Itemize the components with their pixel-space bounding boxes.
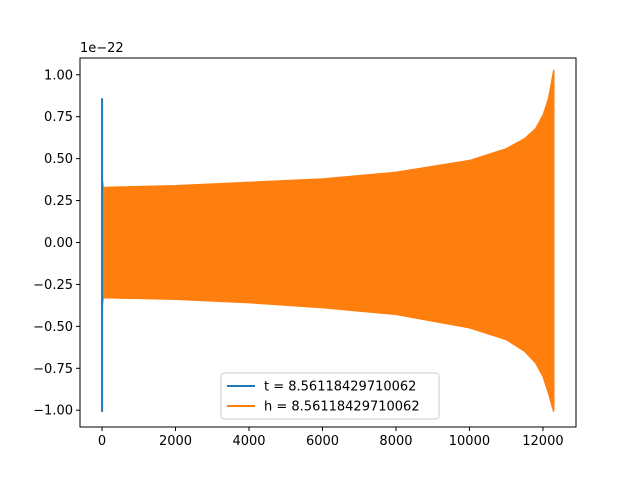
plot-area — [101, 69, 555, 413]
y-tick-label: 0.50 — [44, 152, 73, 167]
y-tick-label: −0.25 — [33, 278, 73, 293]
legend-label: t = 8.56118429710062 — [264, 380, 416, 395]
x-tick-label: 6000 — [306, 434, 339, 449]
x-tick-label: 8000 — [379, 434, 412, 449]
y-tick-label: 0.00 — [44, 236, 73, 251]
x-tick-label: 2000 — [159, 434, 192, 449]
legend: t = 8.56118429710062 h = 8.56118429710062 — [220, 372, 440, 420]
y-tick-label: 1.00 — [44, 68, 73, 83]
legend-label: h = 8.56118429710062 — [264, 400, 420, 415]
y-tick-label: −0.75 — [33, 362, 73, 377]
x-tick-label: 12000 — [522, 434, 563, 449]
y-tick-label: 0.75 — [44, 110, 73, 125]
y-tick-label: −0.50 — [33, 320, 73, 335]
y-axis: 1.00 0.75 0.50 0.25 0.00 −0.25 −0.50 −0.75 −1.00 — [33, 68, 80, 419]
x-axis: 0 2000 4000 6000 8000 10000 12000 — [98, 427, 564, 449]
x-tick-label: 0 — [98, 434, 106, 449]
y-tick-label: 0.25 — [44, 194, 73, 209]
x-tick-label: 10000 — [449, 434, 490, 449]
legend-box — [220, 372, 440, 420]
series-h-envelope — [101, 69, 555, 413]
x-tick-label: 4000 — [232, 434, 265, 449]
y-tick-label: −1.00 — [33, 404, 73, 419]
y-offset-label: 1e−22 — [80, 41, 124, 56]
